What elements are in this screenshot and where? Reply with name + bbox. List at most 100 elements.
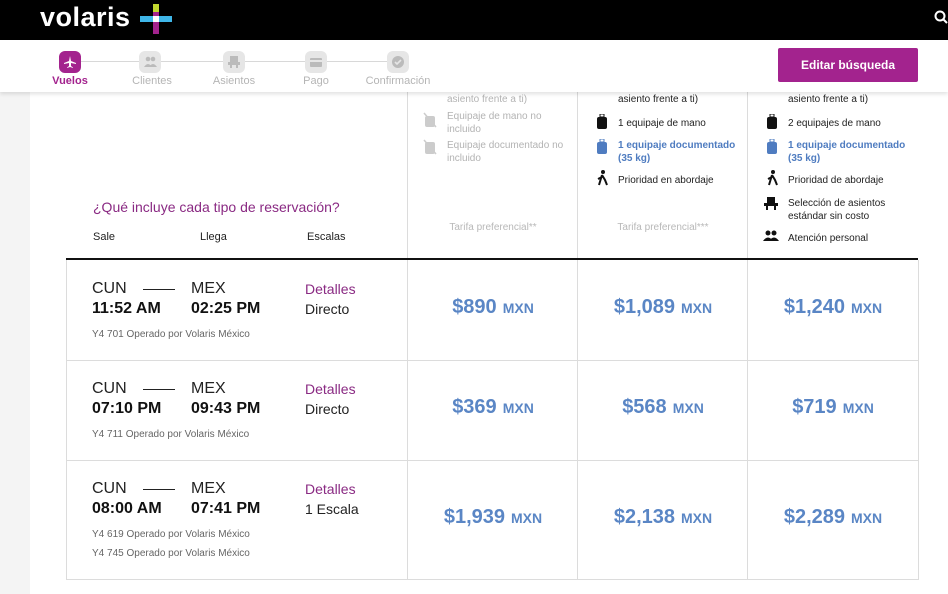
step-icon[interactable] [387,51,409,73]
flight-info: Y4 619 Operado por Volaris México [92,529,250,540]
people-icon [763,230,779,241]
column-divider [407,92,408,259]
fare-price[interactable]: $719 MXN [748,396,918,419]
stops: Directo [305,301,350,317]
fare-price[interactable]: $2,289 MXN [748,506,918,529]
destination-code: MEX [191,380,226,397]
fare-price[interactable]: $568 MXN [578,396,748,419]
fare-feature: 2 equipajes de mano [788,118,881,129]
flight-row: CUN MEX 08:00 AM 07:41 PM Detalles 1 Escala Y4… [66,460,919,580]
fare-price[interactable]: $1,939 MXN [408,506,578,529]
fare-feature: asiento frente a ti) [788,94,869,105]
price-currency: MXN [672,400,704,416]
step-icon[interactable] [59,51,81,73]
column-divider [747,92,748,259]
price-amount: $1,939 [443,505,506,528]
departure-time: 08:00 AM [92,500,162,517]
fare-footer: Tarifa preferencial** [449,222,537,233]
details-link[interactable]: Detalles [305,481,356,497]
fare-feature: Selección de asientos estándar sin costo [788,198,886,222]
fare-price[interactable]: $890 MXN [408,296,578,319]
steps-bar: Vuelos Clientes Asientos Pago Confirmaci… [0,40,948,92]
arrival-time: 07:41 PM [191,500,261,517]
details-link[interactable]: Detalles [305,381,356,397]
step-label[interactable]: Clientes [132,75,172,87]
priority-icon [597,170,608,186]
departure-time: 07:10 PM [92,400,162,417]
route-line [143,489,175,490]
price-amount: $568 [622,396,667,418]
fare-feature: asiento frente a ti) [618,94,699,105]
flight-row: CUN MEX 11:52 AM 02:25 PM Detalles Directo Y4 … [66,260,919,361]
price-currency: MXN [851,300,883,316]
fare-feature: asiento frente a ti) [447,94,528,105]
fare-feature: Equipaje documentado no incluido [447,140,564,164]
cell-divider [577,360,578,460]
price-amount: $369 [452,396,497,418]
fare-price[interactable]: $1,240 MXN [748,296,918,319]
price-currency: MXN [502,300,534,316]
cell-divider [407,260,408,360]
route-line [143,389,175,390]
fare-feature: Atención personal [788,233,869,244]
cell-divider [407,360,408,460]
price-amount: $719 [792,396,837,418]
fare-feature: Equipaje de mano no incluido [447,111,542,135]
fare-feature: 1 equipaje de mano [618,118,706,129]
cell-divider [747,260,748,360]
fare-feature: Prioridad en abordaje [618,175,714,186]
edit-search-button[interactable]: Editar búsqueda [778,48,918,82]
destination-code: MEX [191,280,226,297]
stops: Directo [305,401,350,417]
step-label[interactable]: Vuelos [52,75,88,87]
price-amount: $2,289 [783,505,846,528]
step-icon[interactable] [305,51,327,73]
price-amount: $1,240 [783,296,846,318]
step-connector [81,61,139,62]
price-currency: MXN [511,509,543,526]
cell-divider [407,460,408,579]
origin-code: CUN [92,480,127,497]
logo[interactable]: volaris [40,2,131,32]
price-currency: MXN [842,400,874,416]
step-icon[interactable] [139,51,161,73]
price-amount: $2,138 [613,505,676,528]
step-connector [161,61,223,62]
column-header: Escalas [307,231,346,243]
cell-divider [747,460,748,579]
departure-time: 11:52 AM [92,300,161,317]
suitcase-icon [597,139,607,154]
price-currency: MXN [681,300,713,316]
step-label[interactable]: Pago [303,75,329,87]
cell-divider [577,260,578,360]
fare-price[interactable]: $2,138 MXN [578,506,748,529]
price-currency: MXN [681,509,713,526]
content: asiento frente a ti) Equipaje de mano no… [30,92,948,594]
fare-price[interactable]: $1,089 MXN [578,296,748,319]
flight-info: Y4 701 Operado por Volaris México [92,329,250,340]
table-top-rule [66,258,918,260]
details-link[interactable]: Detalles [305,281,356,297]
fare-feature: Prioridad de abordaje [788,175,884,186]
logo-mark [140,4,172,34]
fare-feature: 1 equipaje documentado (35 kg) [618,140,736,164]
priority-icon [767,170,778,186]
fare-price[interactable]: $369 MXN [408,396,578,419]
hand-bag-icon [597,114,607,129]
cell-divider [577,460,578,579]
price-currency: MXN [502,400,534,416]
step-label[interactable]: Asientos [212,75,256,87]
step-connector [245,61,305,62]
section-question: ¿Qué incluye cada tipo de reservación? [93,199,340,215]
hand-bag-icon [767,114,777,129]
price-amount: $890 [452,296,497,318]
step-icon[interactable] [223,51,245,73]
step-label[interactable]: Confirmación [365,75,431,87]
destination-code: MEX [191,480,226,497]
column-header: Sale [93,231,116,243]
search-icon[interactable] [934,10,948,26]
flight-info: Y4 711 Operado por Volaris México [92,429,250,440]
origin-code: CUN [92,380,127,397]
column-header: Llega [200,231,227,243]
top-bar: volaris [0,0,948,40]
